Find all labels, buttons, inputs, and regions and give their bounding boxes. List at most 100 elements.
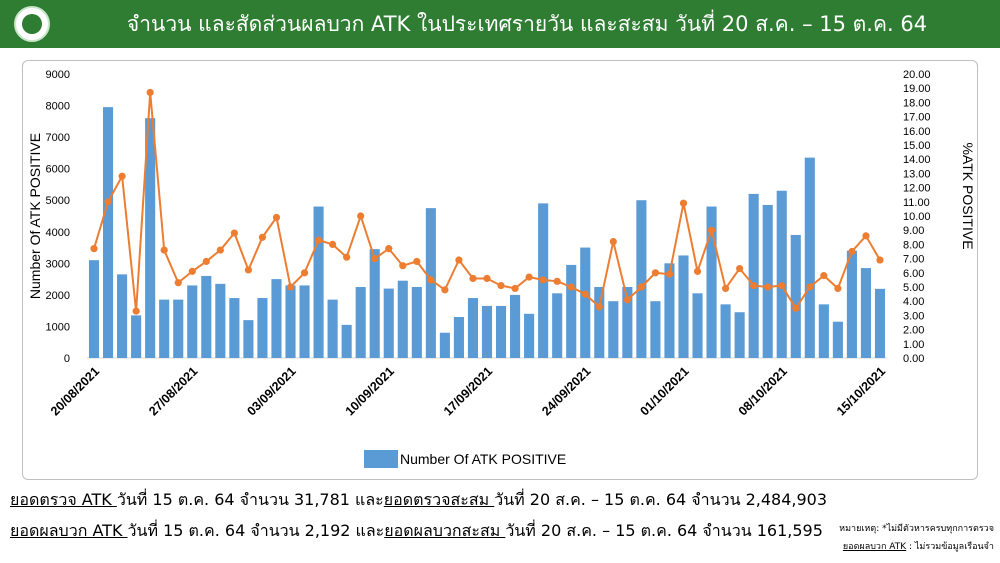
left-tick-label: 0 (64, 353, 70, 365)
pct-positive-point (258, 233, 267, 241)
pct-positive-point (679, 199, 688, 207)
atk-positive-bar (664, 263, 675, 358)
atk-positive-bar (734, 312, 745, 358)
ministry-logo-icon (14, 6, 50, 42)
pct-positive-point (272, 213, 281, 222)
atk-positive-bar (131, 315, 142, 358)
pct-positive-point (343, 253, 351, 261)
atk-positive-bar (510, 294, 521, 358)
page-title: จำนวน และสัดส่วนผลบวก ATK ในประเทศรายวัน… (126, 12, 928, 36)
atk-positive-bar (187, 285, 198, 358)
atk-positive-bar (243, 320, 254, 358)
pct-positive-point (778, 281, 786, 290)
x-tick-label: 15/10/2021 (834, 364, 888, 418)
atk-positive-bar (369, 249, 380, 358)
right-tick-label: 15.00 (903, 140, 931, 152)
pct-positive-point (118, 172, 126, 180)
x-tick-label: 03/09/2021 (244, 364, 298, 418)
pct-positive-point (146, 88, 154, 97)
right-tick-label: 3.00 (903, 310, 924, 322)
atk-positive-bar (566, 264, 577, 358)
stat-positive-cumulative-label: ยอดผลบวกสะสม (384, 521, 506, 540)
left-tick-label: 9000 (46, 69, 70, 81)
atk-positive-bar (874, 288, 886, 358)
atk-positive-bar (636, 200, 647, 358)
atk-positive-bar (229, 298, 240, 358)
left-axis-title: Number Of ATK POSITIVE (27, 133, 43, 299)
atk-positive-bar (706, 206, 717, 358)
atk-positive-bar (145, 118, 156, 358)
atk-positive-bar (103, 107, 114, 358)
pct-positive-point (427, 276, 435, 284)
atk-positive-bar (818, 304, 829, 358)
pct-positive-point (469, 274, 477, 283)
pct-positive-point (483, 274, 491, 283)
pct-positive-point (511, 284, 519, 293)
pct-positive-point (329, 240, 337, 248)
pct-positive-point (497, 281, 505, 290)
atk-positive-bar (622, 287, 633, 358)
atk-positive-bar (355, 287, 366, 358)
atk-positive-bar (804, 157, 815, 358)
pct-positive-point (693, 267, 702, 275)
pct-positive-point (736, 264, 744, 273)
atk-positive-bar (720, 304, 731, 358)
atk-positive-bar (411, 287, 422, 358)
atk-positive-bar (650, 301, 661, 358)
pct-positive-point (230, 229, 238, 237)
right-tick-label: 10.00 (903, 211, 931, 223)
atk-positive-bar (257, 298, 268, 358)
pct-positive-point (609, 237, 617, 246)
right-tick-label: 8.00 (903, 239, 924, 251)
left-tick-label: 4000 (46, 227, 70, 239)
right-tick-label: 16.00 (903, 126, 931, 138)
pct-positive-point (132, 307, 140, 315)
x-tick-label: 10/09/2021 (343, 364, 397, 418)
right-tick-label: 6.00 (903, 268, 924, 280)
left-tick-label: 7000 (46, 132, 70, 144)
pct-positive-point (665, 270, 674, 278)
atk-positive-bar (762, 204, 773, 358)
right-tick-label: 13.00 (903, 168, 931, 180)
atk-positive-bar (88, 260, 100, 358)
atk-positive-bar (552, 293, 563, 358)
right-axis-title: %ATK POSITIVE (960, 142, 976, 249)
right-tick-label: 4.00 (903, 296, 924, 308)
pct-positive-point (651, 269, 660, 277)
pct-positive-point (244, 266, 253, 274)
atk-positive-bar (860, 268, 871, 358)
pct-positive-point (399, 262, 407, 270)
pct-positive-point (216, 246, 224, 254)
legend-label: Number Of ATK POSITIVE (400, 451, 566, 467)
left-tick-label: 3000 (46, 258, 70, 270)
atk-positive-bar (481, 305, 493, 358)
atk-positive-bar (201, 275, 212, 358)
atk-positive-bar (608, 301, 619, 358)
atk-positive-bar (215, 283, 226, 358)
pct-positive-point (806, 283, 814, 291)
right-tick-label: 12.00 (903, 183, 931, 195)
stat-line-positives: ยอดผลบวก ATK วันที่ 15 ต.ค. 64 จำนวน 2,1… (10, 519, 840, 543)
pct-positive-point (721, 284, 730, 293)
atk-positive-bar (832, 321, 843, 358)
atk-positive-bar (159, 299, 170, 358)
stat-tests-cumulative: วันที่ 20 ส.ค. – 15 ต.ค. 64 จำนวน 2,484,… (494, 490, 828, 509)
atk-positive-bar (285, 285, 296, 358)
pct-positive-point (413, 257, 421, 266)
pct-positive-point (525, 273, 533, 281)
atk-positive-bar (313, 206, 324, 358)
pct-positive-point (539, 276, 547, 284)
pct-positive-point (764, 283, 772, 291)
pct-positive-point (750, 281, 758, 290)
atk-positive-bar (327, 299, 338, 358)
left-tick-label: 1000 (46, 321, 70, 333)
atk-positive-bar (495, 305, 507, 358)
pct-positive-point (820, 272, 828, 280)
footnote-2-label: ยอดผลบวก ATK (842, 542, 907, 552)
footnote-2: ยอดผลบวก ATK : ไม่รวมข้อมูลเรือนจำ (764, 540, 994, 554)
right-tick-label: 5.00 (903, 282, 924, 294)
stat-tests-label: ยอดตรวจ ATK (10, 490, 117, 509)
header-bar: จำนวน และสัดส่วนผลบวก ATK ในประเทศรายวัน… (0, 0, 1000, 48)
right-tick-label: 17.00 (903, 112, 931, 124)
left-tick-label: 5000 (46, 195, 70, 207)
